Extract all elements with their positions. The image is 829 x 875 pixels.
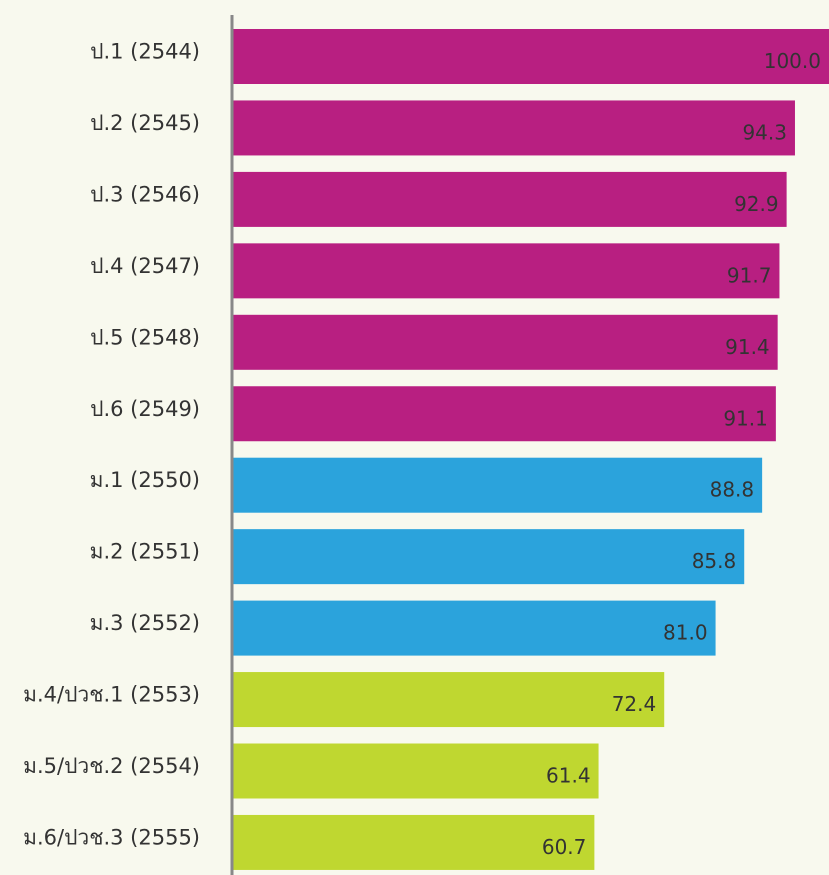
- category-label: ป.6 (2549): [90, 397, 200, 421]
- category-label: ม.1 (2550): [90, 468, 200, 492]
- bar: [232, 314, 778, 370]
- value-label: 94.3: [742, 120, 787, 144]
- value-label: 61.4: [546, 764, 591, 788]
- bar: [232, 29, 829, 84]
- value-label: 92.9: [734, 192, 779, 216]
- bar: [232, 386, 776, 442]
- value-label: 72.4: [612, 692, 657, 716]
- value-label: 91.1: [723, 406, 768, 430]
- bar: [232, 743, 599, 799]
- category-label: ม.2 (2551): [90, 540, 200, 564]
- value-label: 100.0: [764, 49, 821, 73]
- bar: [232, 171, 787, 227]
- value-label: 91.7: [727, 263, 772, 287]
- category-label: ม.6/ปวช.3 (2555): [23, 825, 200, 849]
- bar: [232, 100, 795, 156]
- value-label: 60.7: [542, 835, 587, 859]
- bar: [232, 457, 763, 513]
- category-label: ป.1 (2544): [90, 40, 200, 64]
- category-label: ป.4 (2547): [90, 254, 200, 278]
- bar: [232, 600, 716, 656]
- bar: [232, 529, 745, 585]
- value-label: 85.8: [692, 549, 737, 573]
- value-label: 81.0: [663, 621, 708, 645]
- value-label: 88.8: [710, 478, 755, 502]
- bar: [232, 672, 665, 728]
- value-label: 91.4: [725, 335, 770, 359]
- bar: [232, 243, 780, 299]
- category-label: ป.5 (2548): [90, 325, 200, 349]
- category-label: ป.2 (2545): [90, 111, 200, 135]
- category-label: ม.3 (2552): [90, 611, 200, 635]
- category-label: ป.3 (2546): [90, 182, 200, 206]
- category-label: ม.5/ปวช.2 (2554): [23, 754, 200, 778]
- bar: [232, 814, 595, 870]
- category-label: ม.4/ปวช.1 (2553): [23, 683, 200, 707]
